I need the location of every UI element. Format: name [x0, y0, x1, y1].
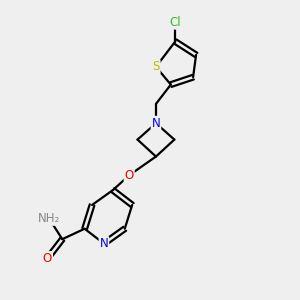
Text: S: S [152, 60, 160, 73]
Text: Cl: Cl [169, 16, 181, 29]
Text: O: O [124, 169, 134, 182]
Text: N: N [152, 117, 160, 130]
Text: O: O [43, 252, 52, 265]
Text: N: N [100, 237, 108, 250]
Text: NH₂: NH₂ [38, 212, 60, 225]
